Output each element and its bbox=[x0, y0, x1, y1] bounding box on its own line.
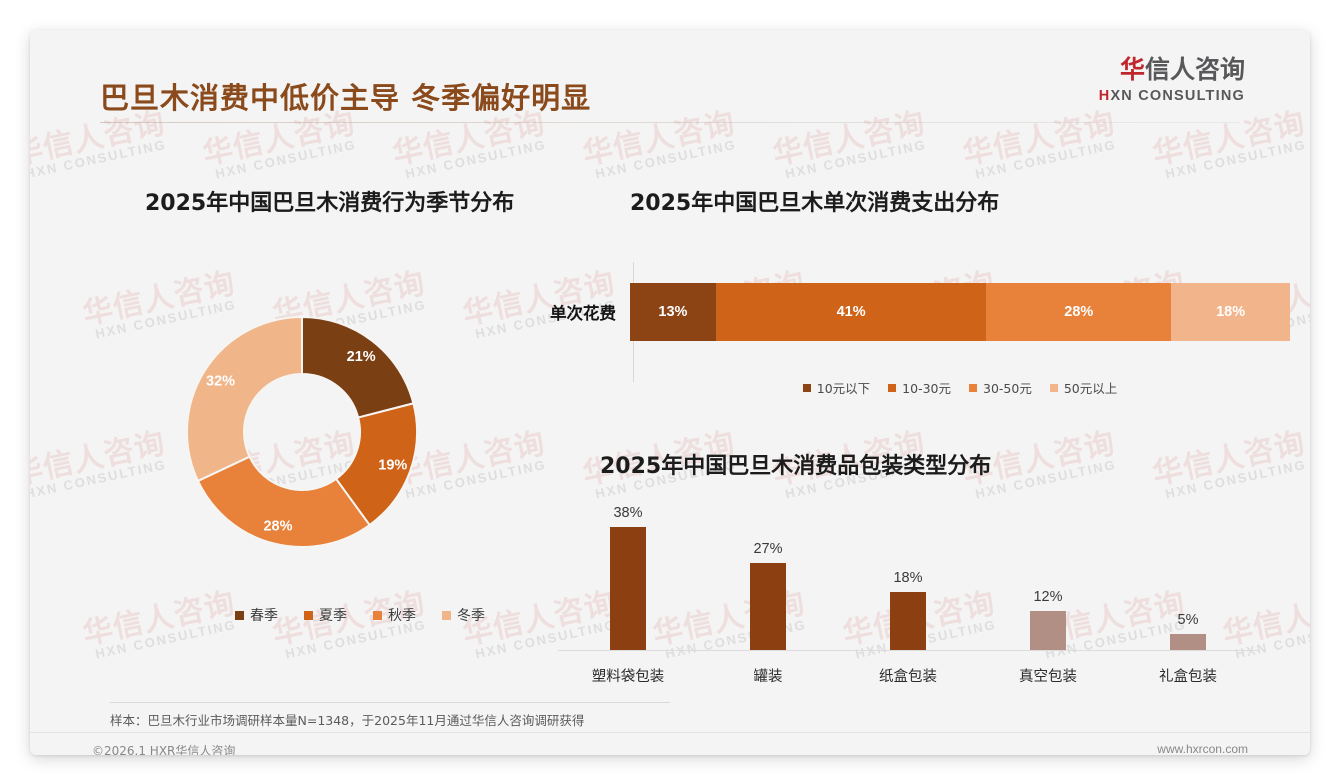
legend-label: 春季 bbox=[250, 608, 278, 624]
footer-divider bbox=[30, 732, 1310, 733]
stacked-legend-item[interactable]: 10-30元 bbox=[888, 378, 951, 397]
column-category-label: 真空包装 bbox=[1019, 669, 1077, 685]
donut-slice[interactable] bbox=[301, 315, 415, 419]
stacked-legend-item[interactable]: 50元以上 bbox=[1049, 378, 1118, 397]
column-bar[interactable] bbox=[750, 562, 786, 650]
stacked-bar-row: 单次花费 13% 41% 28% 18% bbox=[530, 283, 1290, 341]
stacked-bar: 13% 41% 28% 18% bbox=[630, 283, 1290, 341]
donut-slice-label: 28% bbox=[263, 518, 292, 534]
stacked-bar-panel: 2025年中国巴旦木单次消费支出分布 单次花费 13% 41% 28% 18% 10元… bbox=[500, 150, 1290, 425]
column-chart-panel: 2025年中国巴旦木消费品包装类型分布 38% 27% 18% 12% 5% 塑料袋包装… bbox=[500, 420, 1290, 720]
column-category-label: 塑料袋包装 bbox=[591, 669, 665, 685]
stacked-row-label: 单次花费 bbox=[550, 304, 616, 323]
donut-chart-panel: 2025年中国巴旦木消费行为季节分布 21% 19% 28% 32% 春季 夏季 秋季 冬季 bbox=[100, 150, 620, 670]
column-value-label: 5% bbox=[1177, 611, 1199, 628]
column-value-label: 12% bbox=[1033, 589, 1063, 606]
slide-canvas: 华信人咨询 HXN CONSULTING 华信人咨询 HXN CONSULTING 华信… bbox=[30, 30, 1310, 755]
column-group: 38% bbox=[563, 490, 693, 650]
column-group: 27% bbox=[703, 490, 833, 650]
stacked-bar-segment[interactable]: 13% bbox=[630, 283, 716, 341]
page-title: 巴旦木消费中低价主导 冬季偏好明显 bbox=[100, 81, 592, 115]
column-value-label: 27% bbox=[753, 540, 783, 557]
footnote-divider bbox=[110, 702, 670, 703]
column-category-label: 纸盒包装 bbox=[879, 669, 937, 685]
column-baseline bbox=[558, 650, 1258, 651]
column-group: 12% bbox=[983, 490, 1113, 650]
column-group: 5% bbox=[1123, 490, 1253, 650]
legend-label: 10元以下 bbox=[816, 381, 871, 396]
legend-label: 秋季 bbox=[388, 608, 416, 624]
column-bar[interactable] bbox=[610, 526, 646, 650]
legend-label: 50元以上 bbox=[1063, 381, 1118, 396]
logo-en-rest: XN CONSULTING bbox=[1110, 88, 1245, 104]
slide-header: 巴旦木消费中低价主导 冬季偏好明显 华信人咨询 HXN CONSULTING bbox=[30, 30, 1310, 125]
legend-swatch bbox=[304, 610, 313, 620]
legend-swatch bbox=[235, 610, 244, 620]
logo-cn-rest: 信人咨询 bbox=[1144, 55, 1245, 84]
donut-legend-item[interactable]: 冬季 bbox=[442, 605, 485, 625]
column-category-label: 罐装 bbox=[753, 669, 783, 685]
column-value-label: 18% bbox=[893, 569, 923, 586]
column-plot-area: 38% 27% 18% 12% 5% bbox=[558, 490, 1258, 650]
stacked-bar-segment[interactable]: 18% bbox=[1171, 283, 1290, 341]
donut-slice[interactable] bbox=[334, 402, 418, 527]
legend-label: 10-30元 bbox=[902, 381, 951, 396]
column-chart-title: 2025年中国巴旦木消费品包装类型分布 bbox=[600, 454, 992, 479]
stacked-legend-item[interactable]: 30-50元 bbox=[969, 378, 1032, 397]
stacked-chart-title: 2025年中国巴旦木单次消费支出分布 bbox=[630, 191, 1000, 216]
legend-label: 30-50元 bbox=[983, 381, 1032, 396]
stacked-bar-segment[interactable]: 28% bbox=[986, 283, 1172, 341]
column-value-label: 38% bbox=[613, 504, 643, 521]
donut-legend: 春季 夏季 秋季 冬季 bbox=[100, 605, 620, 625]
donut-slice[interactable] bbox=[186, 315, 303, 483]
legend-swatch bbox=[1049, 383, 1058, 392]
legend-swatch bbox=[802, 383, 811, 392]
logo-english: HXN CONSULTING bbox=[1099, 89, 1245, 104]
stacked-legend: 10元以下 10-30元 30-50元 50元以上 bbox=[630, 378, 1290, 397]
column-category-label: 礼盒包装 bbox=[1159, 669, 1217, 685]
stacked-bar-segment[interactable]: 41% bbox=[715, 283, 987, 341]
donut-legend-item[interactable]: 夏季 bbox=[304, 605, 347, 625]
column-bar[interactable] bbox=[1030, 611, 1066, 650]
source-footnote: 样本：巴旦木行业市场调研样本量N=1348，于2025年11月通过华信人咨询调研… bbox=[110, 713, 585, 728]
company-logo: 华信人咨询 HXN CONSULTING bbox=[1099, 57, 1245, 104]
column-group: 18% bbox=[843, 490, 973, 650]
column-bar[interactable] bbox=[890, 591, 926, 650]
legend-swatch bbox=[888, 383, 897, 392]
donut-slice-label: 19% bbox=[378, 458, 407, 474]
donut-slice[interactable] bbox=[196, 455, 371, 548]
donut-slice-label: 21% bbox=[347, 349, 376, 365]
website-url: www.hxrcon.com bbox=[1157, 742, 1248, 755]
copyright-text: ©2026.1 HXR华信人咨询 bbox=[92, 744, 236, 755]
logo-cn-accent: 华 bbox=[1119, 55, 1145, 84]
donut-chart-title: 2025年中国巴旦木消费行为季节分布 bbox=[145, 191, 515, 216]
legend-swatch bbox=[969, 383, 977, 392]
legend-swatch bbox=[373, 610, 382, 620]
donut-legend-item[interactable]: 秋季 bbox=[373, 605, 416, 625]
header-divider bbox=[100, 122, 1240, 123]
legend-label: 夏季 bbox=[319, 608, 347, 624]
stacked-legend-item[interactable]: 10元以下 bbox=[802, 378, 871, 397]
donut-legend-item[interactable]: 春季 bbox=[235, 605, 278, 625]
logo-en-accent: H bbox=[1098, 88, 1111, 104]
donut-slice-label: 32% bbox=[206, 373, 235, 389]
donut-chart: 21% 19% 28% 32% bbox=[186, 315, 418, 548]
legend-label: 冬季 bbox=[457, 608, 485, 624]
legend-swatch bbox=[442, 610, 451, 620]
logo-chinese: 华信人咨询 bbox=[1099, 57, 1245, 82]
column-category-axis: 塑料袋包装 罐装 纸盒包装 真空包装 礼盒包装 bbox=[558, 665, 1258, 686]
column-bar[interactable] bbox=[1170, 633, 1206, 650]
